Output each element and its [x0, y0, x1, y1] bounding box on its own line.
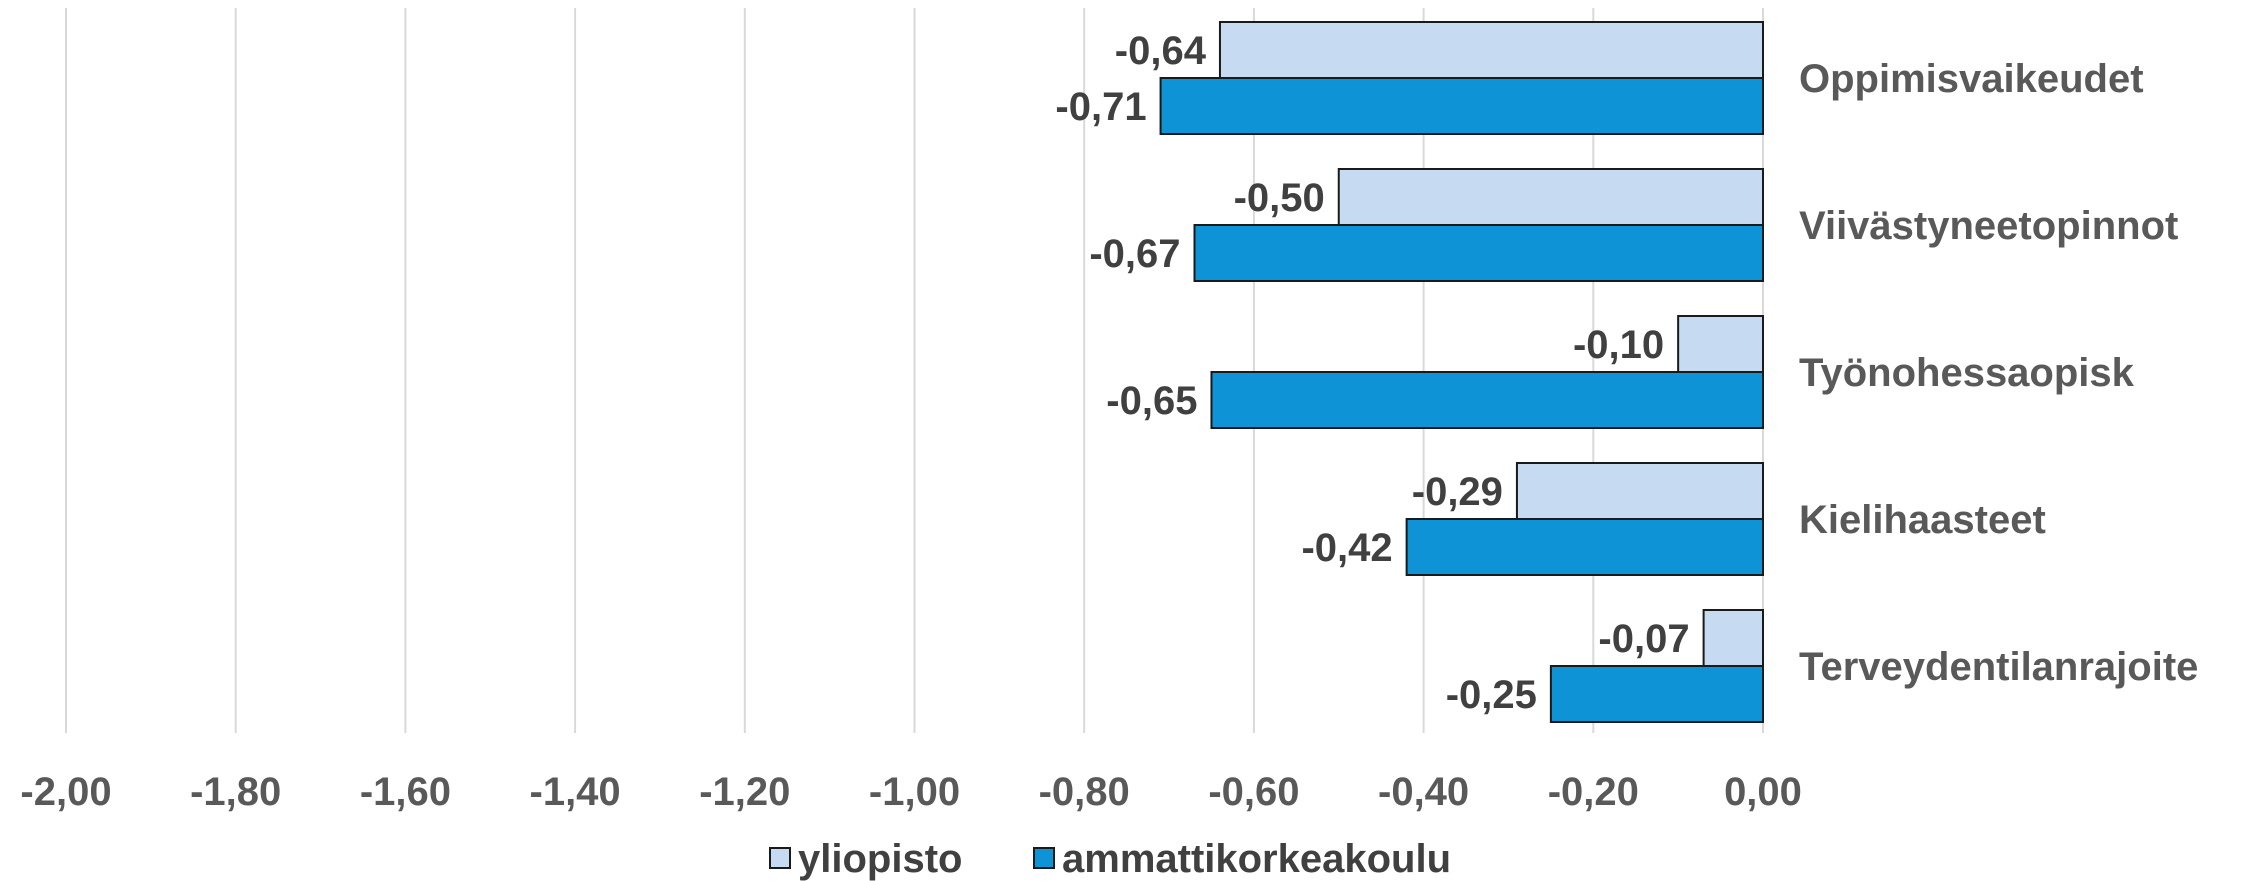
category-label: Oppimisvaikeudet: [1799, 57, 2144, 101]
bar-ammattikorkeakoulu: [1405, 518, 1764, 576]
legend-swatch-yliopisto: [769, 847, 791, 869]
legend-label-ammattikorkeakoulu: ammattikorkeakoulu: [1062, 837, 1451, 881]
bar-yliopisto: [1702, 609, 1764, 667]
category-label: Työnohessaopisk: [1799, 351, 2135, 395]
category-label: Viivästyneetopinnot: [1799, 204, 2178, 248]
data-label: -0,67: [1089, 232, 1180, 276]
data-label: -0,25: [1446, 673, 1537, 717]
data-label: -0,71: [1055, 85, 1146, 129]
data-label: -0,64: [1115, 29, 1207, 73]
bar-ammattikorkeakoulu: [1549, 665, 1764, 723]
x-tick-label: -1,80: [190, 770, 281, 814]
data-label: -0,42: [1301, 526, 1392, 570]
category-labels: Oppimisvaikeudet Viivästyneetopinnot Työno…: [1799, 57, 2198, 689]
category-label: Terveydentilanrajoite: [1799, 645, 2198, 689]
data-label: -0,50: [1234, 176, 1325, 220]
bar-ammattikorkeakoulu: [1193, 224, 1764, 282]
x-tick-label: -1,20: [699, 770, 790, 814]
bar-yliopisto: [1515, 462, 1765, 520]
x-tick-label: -2,00: [20, 770, 111, 814]
legend-swatch-ammattikorkeakoulu: [1033, 847, 1055, 869]
bar-yliopisto: [1218, 21, 1764, 79]
x-tick-label: -1,00: [869, 770, 960, 814]
category-label: Kielihaasteet: [1799, 498, 2046, 542]
data-label: -0,65: [1106, 379, 1197, 423]
x-tick-label: -0,80: [1039, 770, 1130, 814]
bar-ammattikorkeakoulu: [1159, 77, 1764, 135]
data-label: -0,29: [1412, 470, 1503, 514]
legend: yliopisto ammattikorkeakoulu: [769, 837, 1451, 881]
x-tick-label: -1,40: [530, 770, 621, 814]
data-label: -0,07: [1598, 617, 1689, 661]
bar-yliopisto: [1677, 315, 1765, 373]
data-labels: -0,64 -0,71 -0,50 -0,67 -0,10 -0,65 -0,29 -0,42…: [1055, 29, 1689, 717]
x-tick-label: -0,40: [1378, 770, 1469, 814]
x-tick-label: -0,20: [1548, 770, 1639, 814]
bars: [1159, 21, 1765, 723]
bar-yliopisto: [1337, 168, 1764, 226]
x-tick-label: -0,60: [1208, 770, 1299, 814]
x-tick-label: -1,60: [360, 770, 451, 814]
legend-label-yliopisto: yliopisto: [798, 837, 962, 881]
x-axis-tick-labels: -2,00 -1,80 -1,60 -1,40 -1,20 -1,00 -0,80 -0,60…: [20, 770, 1802, 814]
data-label: -0,10: [1573, 323, 1664, 367]
x-tick-label: 0,00: [1724, 770, 1802, 814]
bar-ammattikorkeakoulu: [1210, 371, 1764, 429]
